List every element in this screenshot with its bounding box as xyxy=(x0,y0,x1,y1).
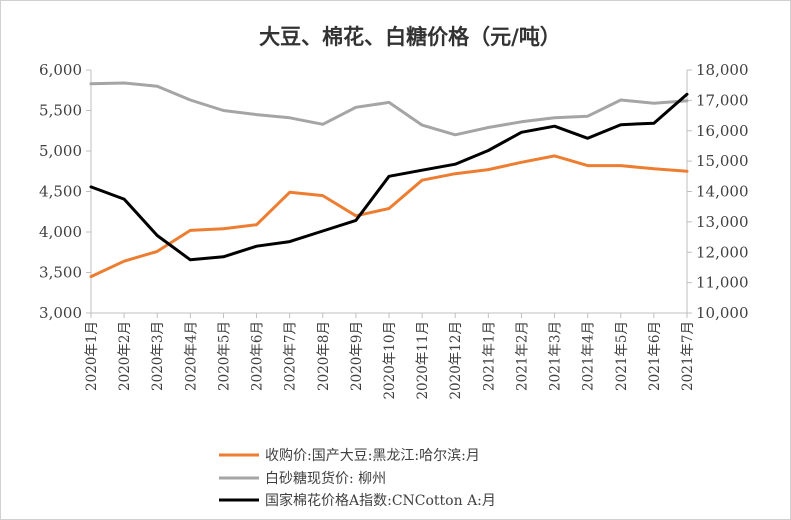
legend-label: 白砂糖现货价: 柳州 xyxy=(265,470,386,487)
axes: 3,000 3,500 4,000 4,500 5,000 5,500 6,000 10,00… xyxy=(39,61,748,400)
x-tick-label: 2020年11月 xyxy=(415,321,431,400)
y-right-tick-label: 17,000 xyxy=(696,91,749,109)
y-left-tick-label: 6,000 xyxy=(39,61,82,79)
x-tick-label: 2020年12月 xyxy=(448,321,464,400)
y-left-tick-label: 5,000 xyxy=(39,142,82,160)
y-right-tick-label: 14,000 xyxy=(696,183,749,201)
x-tick-label: 2020年6月 xyxy=(250,321,266,391)
x-tick-label: 2020年1月 xyxy=(84,321,100,391)
x-tick-label: 2020年4月 xyxy=(183,321,199,391)
series-lines xyxy=(89,81,689,279)
x-tick-label: 2020年5月 xyxy=(216,321,232,391)
series-line-1 xyxy=(89,154,689,279)
x-tick-label: 2021年4月 xyxy=(581,321,597,391)
y-right-tick-label: 10,000 xyxy=(696,304,749,322)
y-right-tick-label: 13,000 xyxy=(696,213,749,231)
legend-label: 国家棉花价格A指数:CNCotton A:月 xyxy=(265,492,496,509)
x-tick-label: 2021年6月 xyxy=(647,321,663,391)
y-right-tick-label: 15,000 xyxy=(696,152,749,170)
y-left-tick-label: 5,500 xyxy=(39,102,82,120)
x-tick-label: 2021年1月 xyxy=(481,321,497,391)
x-tick-label: 2020年8月 xyxy=(316,321,332,391)
series-line-3 xyxy=(89,92,689,262)
x-tick-label: 2021年3月 xyxy=(548,321,564,391)
y-left-tick-label: 3,500 xyxy=(39,264,82,282)
y-left-tick-label: 4,000 xyxy=(39,223,82,241)
y-right-tick-label: 12,000 xyxy=(696,243,749,261)
chart-title: 大豆、棉花、白糖价格（元/吨） xyxy=(259,24,561,49)
x-tick-label: 2021年5月 xyxy=(614,321,630,391)
x-tick-label: 2020年10月 xyxy=(382,321,398,400)
x-tick-label: 2021年2月 xyxy=(514,321,530,391)
x-tick-label: 2020年9月 xyxy=(349,321,365,391)
y-left-tick-label: 4,500 xyxy=(39,183,82,201)
x-tick-label: 2020年3月 xyxy=(150,321,166,391)
legend-label: 收购价:国产大豆:黑龙江:哈尔滨:月 xyxy=(265,448,480,464)
y-right-tick-label: 11,000 xyxy=(696,274,749,292)
x-tick-label: 2020年7月 xyxy=(283,321,299,391)
x-tick-label: 2021年7月 xyxy=(680,321,696,391)
y-right-tick-label: 16,000 xyxy=(696,122,749,140)
y-left-tick-label: 3,000 xyxy=(39,304,82,322)
x-tick-label: 2020年2月 xyxy=(117,321,133,391)
y-right-tick-label: 18,000 xyxy=(696,61,749,79)
series-line-2 xyxy=(89,81,689,137)
